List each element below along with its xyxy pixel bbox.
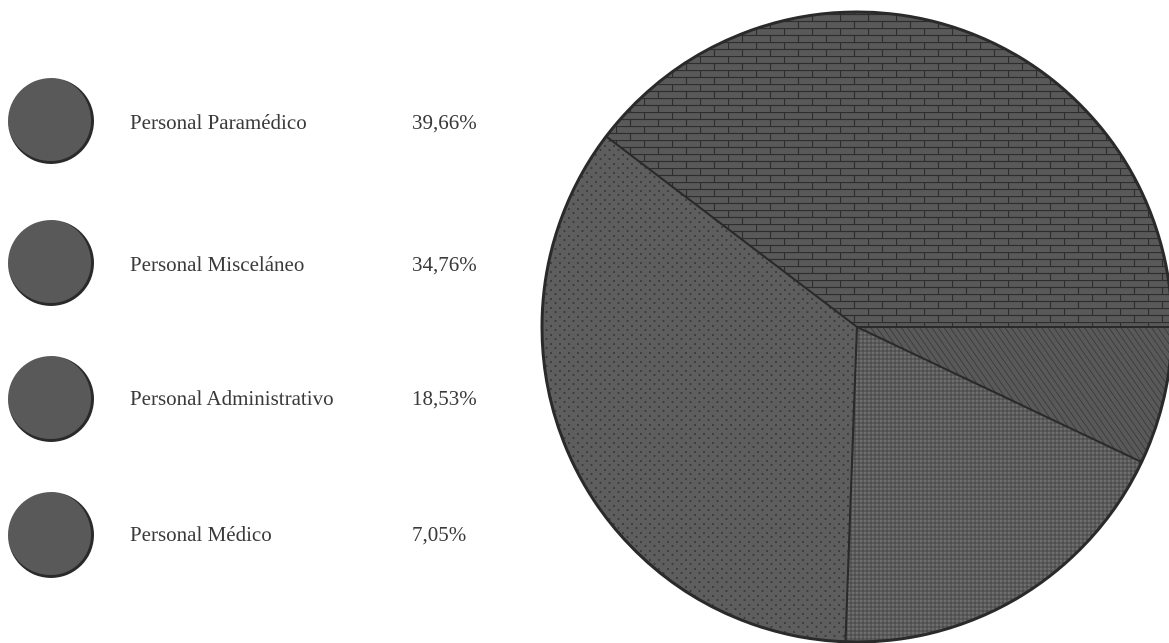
legend-value: 18,53% bbox=[412, 386, 477, 410]
legend-label: Personal Misceláneo bbox=[130, 252, 305, 276]
legend-value: 34,76% bbox=[412, 252, 477, 276]
legend-swatch-icon bbox=[8, 220, 94, 306]
legend-item-miscelaneo: Personal Misceláneo 34,76% bbox=[0, 220, 520, 320]
legend-item-paramedico: Personal Paramédico 39,66% bbox=[0, 78, 520, 178]
legend-swatch-icon bbox=[8, 492, 94, 578]
legend-label: Personal Médico bbox=[130, 522, 272, 546]
legend-label: Personal Paramédico bbox=[130, 110, 307, 134]
legend-label: Personal Administrativo bbox=[130, 386, 334, 410]
pie-outline bbox=[540, 10, 1169, 643]
legend-item-administrativo: Personal Administrativo 18,53% bbox=[0, 356, 520, 456]
legend-swatch-icon bbox=[8, 356, 94, 442]
legend-value: 7,05% bbox=[412, 522, 467, 546]
legend-item-medico: Personal Médico 7,05% bbox=[0, 492, 520, 592]
legend-swatch-icon bbox=[8, 78, 94, 164]
pie-slices bbox=[541, 11, 1169, 643]
legend-value: 39,66% bbox=[412, 110, 477, 134]
